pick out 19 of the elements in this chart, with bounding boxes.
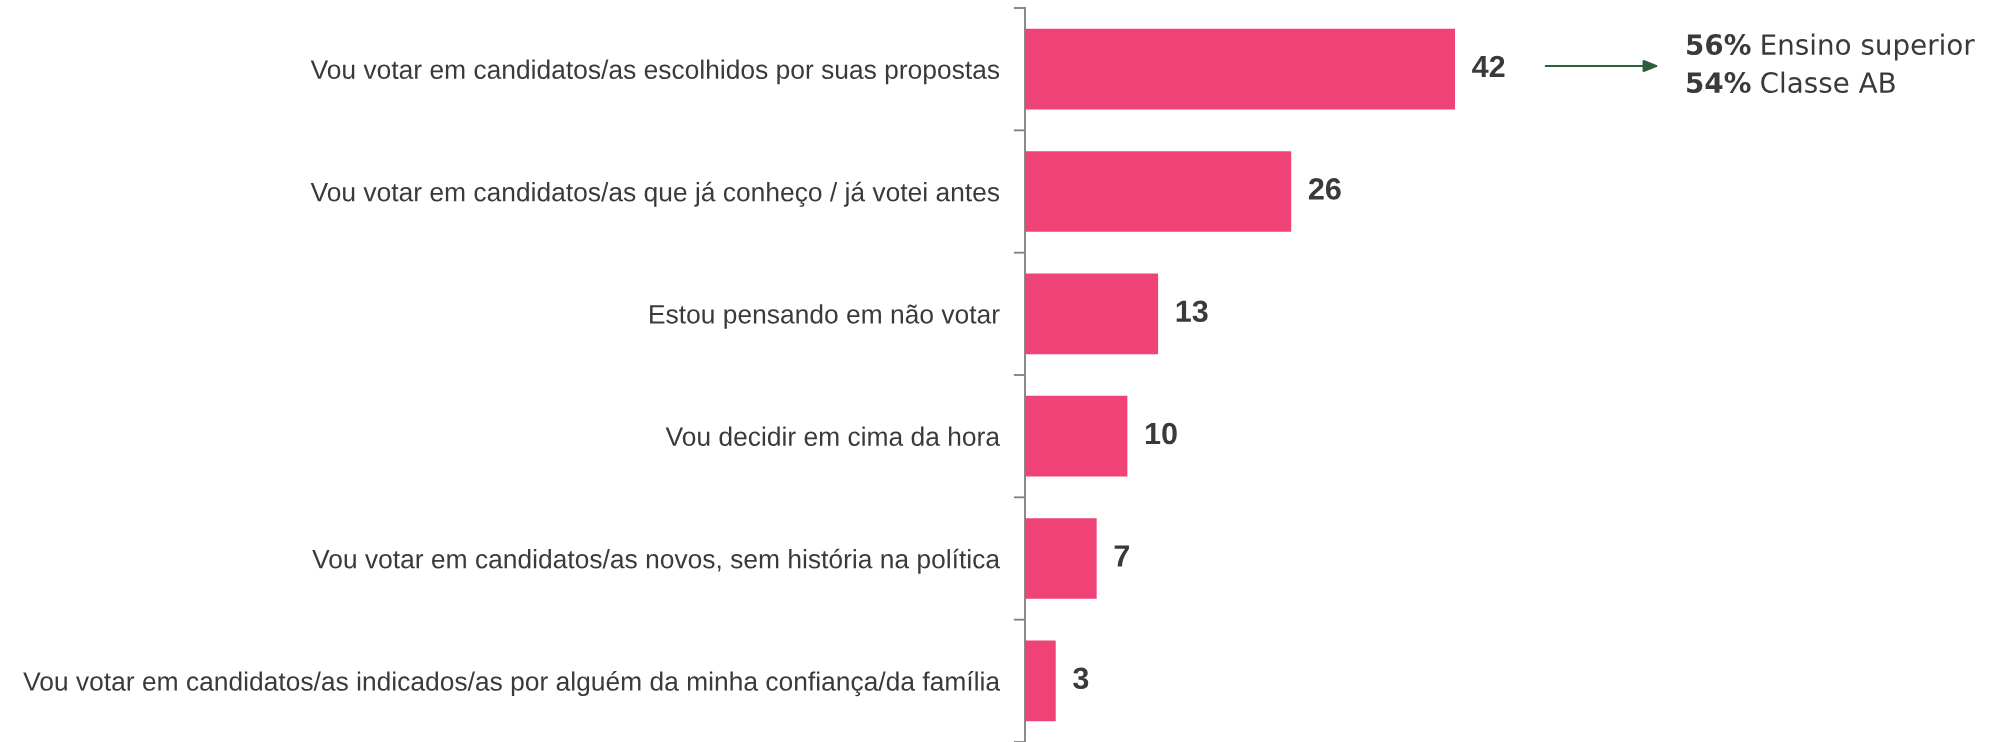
bar [1025,518,1097,599]
bar [1025,395,1128,477]
bar [1025,273,1159,355]
y-tick-label: Vou votar em candidatos/as novos, sem história na política [312,548,1001,574]
y-tick-label: Estou pensando em não votar [650,304,1000,329]
bar [1025,28,1455,110]
bar [1025,640,1056,722]
data-label: 13 [1176,300,1208,323]
text: 56% Ensino superior 54% Classe AB [1687,33,1975,94]
data-label: 7 [1114,545,1129,567]
y-tick-label: Vou votar em candidatos/as escolhidos por suas propostas [310,59,1000,85]
data-label: 42 [1472,55,1505,78]
y-tick-label: Vou decidir em cima da hora [665,426,1001,446]
y-tick-label: Vou votar em candidatos/as indicados/as por alguém da minha confiança/da família [23,671,1001,697]
y-tick-label: Vou votar em candidatos/as que já conheço / já votei antes [310,181,1000,207]
bar [1025,151,1292,232]
data-label: 26 [1308,178,1341,200]
data-label: 10 [1145,422,1177,445]
data-label: 3 [1073,667,1089,690]
